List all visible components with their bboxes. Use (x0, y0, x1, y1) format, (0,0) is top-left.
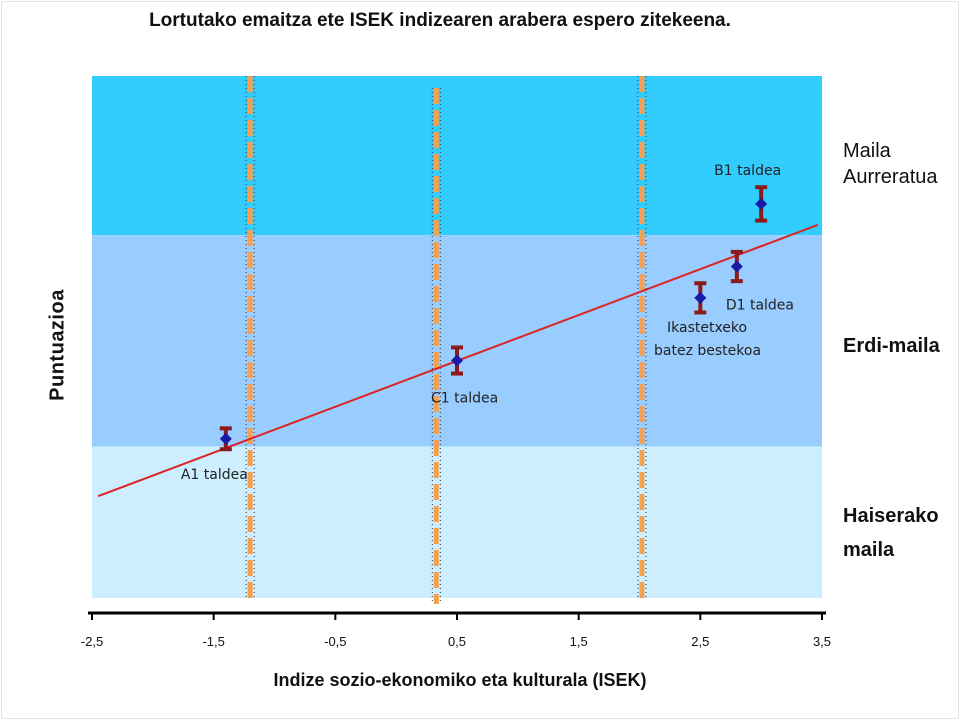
zone-label-intermediate-line1: Erdi-maila (843, 335, 940, 357)
data-point-1 (451, 354, 463, 367)
zone-label-intermediate: Erdi-maila (843, 333, 940, 359)
data-point-2 (694, 291, 707, 304)
x-tick-label-6: 3,5 (813, 634, 831, 649)
data-point-4 (755, 197, 768, 210)
x-tick-label-4: 1,5 (570, 634, 588, 649)
data-point-0 (219, 432, 232, 445)
zone-band-1 (92, 235, 822, 447)
x-tick-label-0: -2,5 (81, 634, 103, 649)
zone-band-2 (92, 446, 822, 598)
zone-label-basic-line1: Haiserako (843, 505, 939, 527)
x-tick-label-3: 0,5 (448, 634, 466, 649)
data-label-1: C1 taldea (431, 390, 498, 406)
zone-band-0 (92, 76, 822, 236)
zone-label-advanced-line1: Maila (843, 140, 891, 162)
zone-label-basic: Haiserako maila (843, 503, 939, 563)
x-tick-label-5: 2,5 (691, 634, 709, 649)
annotation-line2: batez bestekoa (654, 343, 761, 359)
annotation-line1: Ikastetxeko (667, 320, 747, 336)
data-label-0: A1 taldea (181, 467, 248, 483)
data-label-3: D1 taldea (726, 298, 794, 314)
x-tick-label-2: -0,5 (324, 634, 346, 649)
data-label-4: B1 taldea (714, 163, 781, 179)
zone-label-advanced: Maila Aurreratua (843, 138, 938, 190)
x-axis-label: Indize sozio-ekonomiko eta kulturala (IS… (273, 670, 647, 690)
zone-label-basic-line2: maila (843, 539, 895, 561)
data-point-3 (730, 260, 743, 273)
x-tick-label-1: -1,5 (202, 634, 224, 649)
zone-label-advanced-line2: Aurreratua (843, 166, 938, 188)
chart-title: Lortutako emaitza ete ISEK indizearen ar… (149, 10, 731, 31)
